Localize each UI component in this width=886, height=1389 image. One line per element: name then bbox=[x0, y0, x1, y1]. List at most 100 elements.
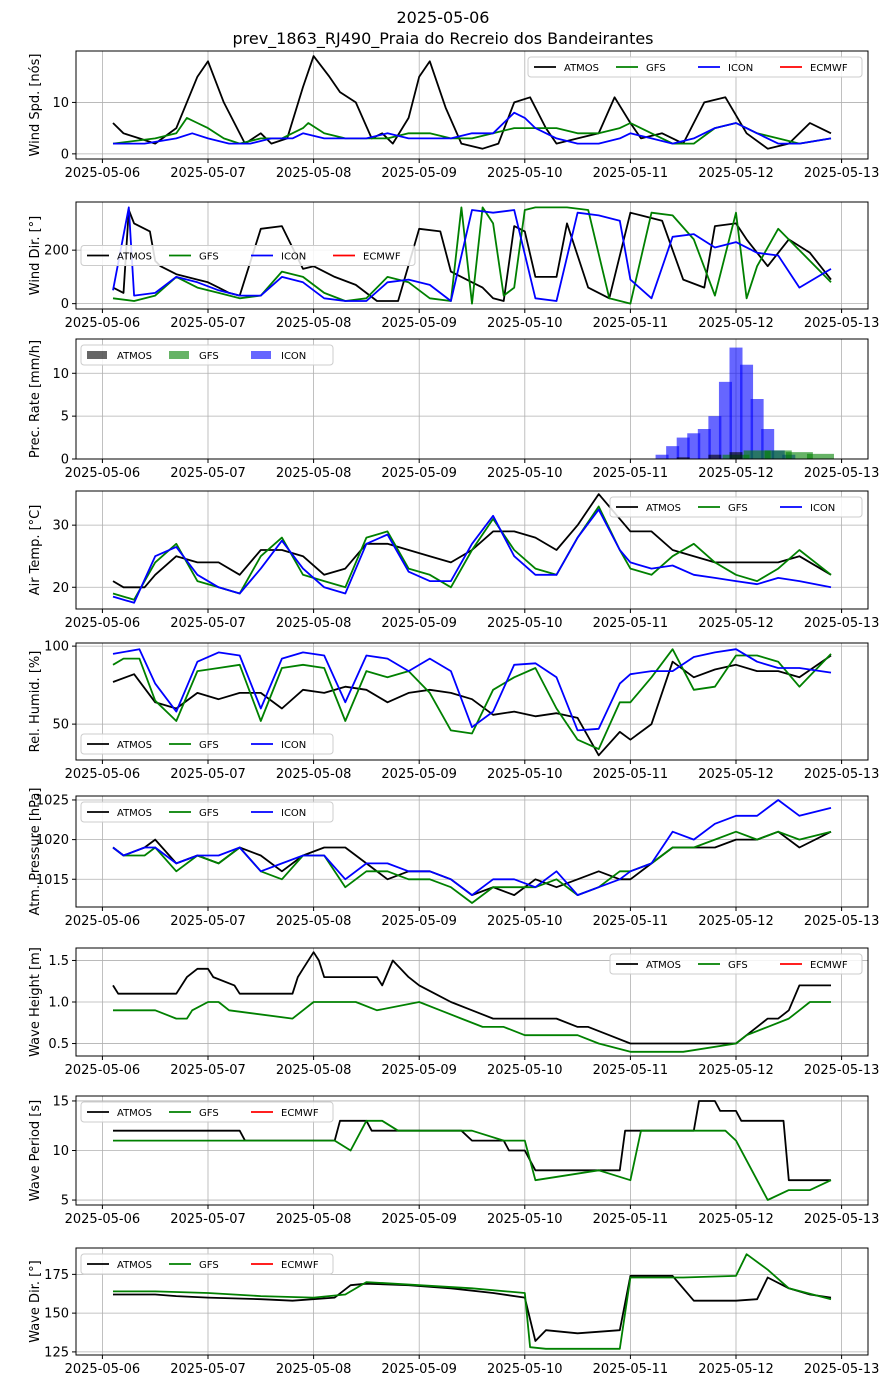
panel-rel_humid: 50 100 2025-05-06 2025-05-07 2025-05-08 2025-… bbox=[28, 640, 879, 782]
legend-box bbox=[609, 496, 863, 518]
panel-wave_dir: 125 150 175 2025-05-06 2025-05-07 2025-05-08 2… bbox=[28, 1247, 880, 1377]
x-tick-label: 2025-05-12 bbox=[698, 316, 774, 331]
y-tick-label: 175 bbox=[44, 1268, 69, 1283]
series-line-icon bbox=[112, 648, 832, 732]
y-tick-label: 10 bbox=[52, 1144, 69, 1159]
axes-frame bbox=[75, 795, 869, 908]
x-tick-label: 2025-05-08 bbox=[276, 466, 352, 481]
y-axis-label: Prec. Rate [mm/h] bbox=[28, 340, 43, 458]
x-tick-label: 2025-05-13 bbox=[804, 1362, 880, 1377]
x-tick-label: 2025-05-10 bbox=[487, 767, 563, 782]
legend-box bbox=[527, 56, 863, 78]
y-tick-label: 50 bbox=[52, 718, 69, 733]
y-axis-label: Wind Dir. [°] bbox=[28, 216, 43, 296]
x-tick-label: 2025-05-10 bbox=[487, 466, 563, 481]
legend-swatch-icon bbox=[251, 351, 271, 359]
y-tick-label: 15 bbox=[52, 1094, 69, 1109]
x-tick-label: 2025-05-06 bbox=[65, 1063, 141, 1078]
legend-label-ecmwf: ECMWF bbox=[363, 252, 401, 263]
series-line-icon bbox=[113, 111, 832, 145]
x-tick-label: 2025-05-12 bbox=[698, 1212, 774, 1227]
legend-label-gfs: GFS bbox=[728, 503, 748, 514]
x-tick-label: 2025-05-13 bbox=[804, 166, 880, 181]
legend-label-gfs: GFS bbox=[199, 808, 219, 819]
y-tick-label: 150 bbox=[44, 1307, 69, 1322]
series-line-atmos bbox=[112, 55, 832, 150]
legend-label-icon: ICON bbox=[281, 808, 306, 819]
x-tick-label: 2025-05-11 bbox=[593, 1212, 669, 1227]
y-tick-label: 125 bbox=[44, 1345, 69, 1360]
legend: ATMOS GFS ECMWF bbox=[80, 1101, 334, 1123]
x-tick-label: 2025-05-08 bbox=[276, 767, 352, 782]
legend: ATMOS GFS ICON bbox=[80, 733, 334, 755]
legend-label-atmos: ATMOS bbox=[117, 808, 152, 819]
x-tick-label: 2025-05-06 bbox=[65, 1212, 141, 1227]
y-tick-label: 10 bbox=[52, 367, 69, 382]
panel-wind_dir: 0 200 2025-05-06 2025-05-07 2025-05-08 2025-0… bbox=[28, 201, 879, 331]
legend-label-icon: ICON bbox=[281, 740, 306, 751]
legend-label-ecmwf: ECMWF bbox=[810, 63, 848, 74]
panel-air_temp: 20 30 2025-05-06 2025-05-07 2025-05-08 2025-0… bbox=[28, 490, 880, 631]
x-tick-label: 2025-05-06 bbox=[65, 616, 141, 631]
legend-label-icon: ICON bbox=[281, 252, 306, 263]
series-line-icon bbox=[112, 206, 832, 302]
x-tick-label: 2025-05-12 bbox=[698, 767, 774, 782]
x-tick-label: 2025-05-13 bbox=[804, 1063, 880, 1078]
legend-box bbox=[80, 344, 334, 366]
x-tick-label: 2025-05-07 bbox=[170, 1063, 246, 1078]
legend-box bbox=[609, 953, 863, 975]
x-tick-label: 2025-05-08 bbox=[276, 914, 352, 929]
series-line-atmos bbox=[113, 1100, 831, 1182]
x-tick-label: 2025-05-10 bbox=[487, 616, 563, 631]
y-tick-label: 1.0 bbox=[48, 996, 69, 1011]
x-tick-label: 2025-05-07 bbox=[170, 466, 246, 481]
y-tick-label: 30 bbox=[52, 519, 69, 534]
panel-atm_pressure: 1015 1020 1025 2025-05-06 2025-05-07 2025-05-… bbox=[28, 788, 879, 929]
y-tick-label: 1015 bbox=[36, 873, 69, 888]
bar-icon bbox=[697, 429, 711, 459]
x-tick-label: 2025-05-13 bbox=[804, 767, 880, 782]
legend-label-atmos: ATMOS bbox=[646, 960, 681, 971]
legend-label-icon: ICON bbox=[281, 351, 306, 362]
legend-label-gfs: GFS bbox=[199, 740, 219, 751]
legend-swatch-gfs bbox=[169, 351, 189, 359]
x-tick-label: 2025-05-06 bbox=[65, 466, 141, 481]
bar-gfs bbox=[743, 450, 771, 459]
panel-wave_period: 5 10 15 2025-05-06 2025-05-07 2025-05-08 2025-… bbox=[28, 1094, 879, 1227]
bar-icon bbox=[666, 446, 680, 459]
x-tick-label: 2025-05-10 bbox=[487, 1362, 563, 1377]
x-tick-label: 2025-05-12 bbox=[698, 466, 774, 481]
axes-frame bbox=[75, 642, 869, 761]
series-line-gfs bbox=[112, 117, 832, 145]
x-tick-label: 2025-05-12 bbox=[698, 166, 774, 181]
legend: ATMOS GFS ICON bbox=[80, 344, 334, 366]
legend-box bbox=[80, 1101, 334, 1123]
x-tick-label: 2025-05-12 bbox=[698, 1362, 774, 1377]
x-tick-label: 2025-05-09 bbox=[381, 1063, 457, 1078]
y-axis-label: Air Temp. [°C] bbox=[28, 505, 43, 596]
series-line-atmos bbox=[112, 209, 832, 302]
axes-frame bbox=[75, 490, 869, 610]
axes-frame bbox=[75, 50, 869, 160]
x-tick-label: 2025-05-08 bbox=[276, 1362, 352, 1377]
x-tick-label: 2025-05-09 bbox=[381, 1362, 457, 1377]
x-tick-label: 2025-05-08 bbox=[276, 1063, 352, 1078]
x-tick-label: 2025-05-06 bbox=[65, 316, 141, 331]
bar-icon bbox=[729, 347, 743, 459]
x-tick-label: 2025-05-10 bbox=[487, 166, 563, 181]
x-tick-label: 2025-05-08 bbox=[276, 316, 352, 331]
x-tick-label: 2025-05-13 bbox=[804, 616, 880, 631]
series-line-atmos bbox=[112, 830, 832, 896]
legend-swatch-atmos bbox=[87, 351, 107, 359]
y-axis-label: Wave Period [s] bbox=[28, 1100, 43, 1201]
x-tick-label: 2025-05-12 bbox=[698, 616, 774, 631]
x-tick-label: 2025-05-08 bbox=[276, 1212, 352, 1227]
legend-label-gfs: GFS bbox=[199, 1260, 219, 1271]
axes-frame bbox=[75, 338, 869, 460]
axes-frame bbox=[75, 1247, 869, 1356]
legend-box bbox=[80, 801, 334, 823]
x-tick-label: 2025-05-12 bbox=[698, 914, 774, 929]
x-tick-label: 2025-05-11 bbox=[593, 616, 669, 631]
x-tick-label: 2025-05-09 bbox=[381, 616, 457, 631]
x-tick-label: 2025-05-13 bbox=[804, 1212, 880, 1227]
